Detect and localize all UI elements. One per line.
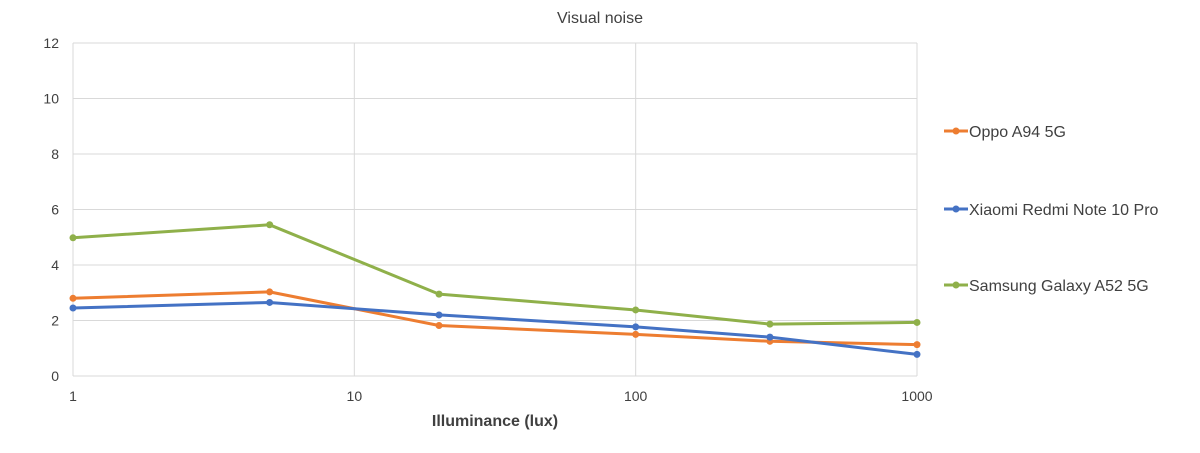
- data-point: [435, 311, 443, 319]
- series-1: [69, 288, 921, 349]
- data-point: [632, 306, 640, 314]
- series-2: [69, 298, 921, 358]
- data-point: [766, 320, 774, 328]
- series-layer: [69, 221, 921, 358]
- legend: Oppo A94 5G Xiaomi Redmi Note 10 Pro Samsu…: [944, 124, 1159, 295]
- data-point: [266, 221, 274, 229]
- data-point: [913, 341, 921, 349]
- y-tick-label: 0: [51, 368, 59, 384]
- data-point: [435, 321, 443, 329]
- legend-label: Oppo A94 5G: [969, 124, 1066, 141]
- y-tick-label: 2: [51, 313, 59, 329]
- y-axis-ticks: 0 2 4 6 8 10 12: [43, 35, 59, 384]
- y-tick-label: 10: [43, 91, 59, 107]
- x-tick-label: 1: [69, 388, 77, 404]
- x-tick-label: 1000: [901, 388, 932, 404]
- x-tick-label: 10: [347, 388, 363, 404]
- legend-swatch-marker: [952, 205, 960, 213]
- gridlines: [72, 42, 918, 377]
- series-line: [71, 290, 919, 347]
- data-point: [266, 298, 274, 306]
- series-3: [69, 221, 921, 328]
- data-point: [69, 234, 77, 242]
- data-point: [632, 323, 640, 331]
- y-tick-label: 4: [51, 257, 59, 273]
- y-tick-label: 12: [43, 35, 59, 51]
- x-axis-ticks: 1 10 100 1000: [69, 388, 933, 404]
- data-point: [632, 330, 640, 338]
- data-point: [69, 294, 77, 302]
- data-point: [435, 290, 443, 298]
- x-tick-label: 100: [624, 388, 648, 404]
- data-point: [913, 318, 921, 326]
- chart-title: Visual noise: [557, 10, 643, 27]
- data-point: [266, 288, 274, 296]
- data-point: [766, 333, 774, 341]
- legend-label: Samsung Galaxy A52 5G: [969, 278, 1149, 295]
- series-line: [71, 301, 919, 356]
- legend-item: Xiaomi Redmi Note 10 Pro: [944, 202, 1159, 219]
- y-tick-label: 8: [51, 146, 59, 162]
- data-point: [913, 350, 921, 358]
- legend-swatch-marker: [952, 127, 960, 135]
- legend-item: Oppo A94 5G: [944, 124, 1066, 141]
- series-line: [71, 223, 919, 326]
- legend-item: Samsung Galaxy A52 5G: [944, 278, 1149, 295]
- legend-label: Xiaomi Redmi Note 10 Pro: [969, 202, 1159, 219]
- data-point: [69, 304, 77, 312]
- y-tick-label: 6: [51, 202, 59, 218]
- x-axis-title: Illuminance (lux): [432, 413, 558, 430]
- legend-swatch-marker: [952, 281, 960, 289]
